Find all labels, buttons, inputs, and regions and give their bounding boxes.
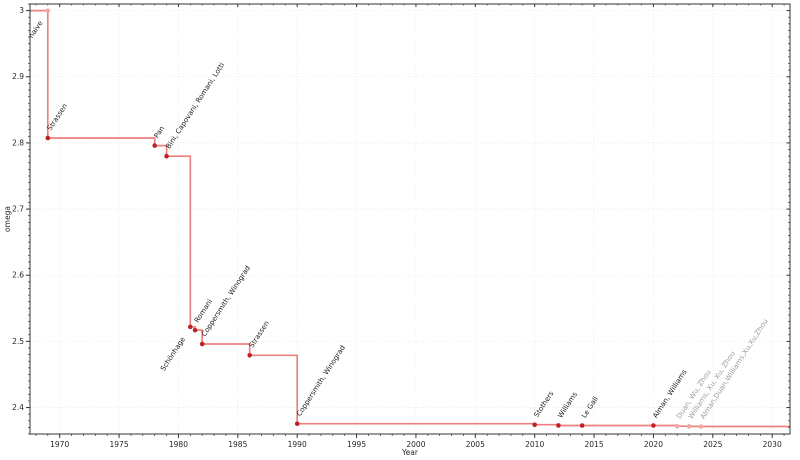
point-label: Williams: [556, 390, 579, 419]
x-tick-label: 2015: [585, 440, 604, 449]
point-label: Coppersmith, Winograd: [295, 344, 347, 418]
data-point: [294, 421, 300, 427]
omega-step-line: [30, 9, 790, 428]
point-label: Bini, Capovani, Romani, Lotti: [165, 61, 227, 150]
data-point: [674, 423, 680, 429]
point-label: Alman,Duan,Williams,Xu,Xu,Zhou: [699, 318, 770, 421]
y-tick-label: 2.9: [12, 72, 24, 81]
y-tick-label: 2.8: [12, 138, 24, 147]
x-tick-label: 2010: [525, 440, 544, 449]
data-point: [532, 422, 537, 428]
x-tick-label: 2000: [406, 440, 425, 449]
point-label: Le Gall: [580, 395, 600, 419]
x-tick-label: 1985: [228, 440, 247, 449]
y-tick-label: 2.7: [12, 204, 24, 213]
data-point: [188, 324, 193, 330]
y-tick-label: 3: [19, 6, 24, 15]
data-point: [152, 143, 157, 148]
data-point: [192, 327, 198, 333]
y-tick-label: 2.4: [12, 403, 24, 412]
x-tick-label: 1970: [50, 440, 69, 449]
point-label: Pan: [153, 125, 167, 140]
x-tick-label: 2030: [763, 440, 782, 449]
axes-spines: [29, 3, 791, 435]
data-point: [45, 8, 51, 13]
x-tick-label: 1995: [347, 440, 366, 449]
x-axis-label: Year: [401, 448, 419, 457]
y-tick-label: 2.6: [12, 271, 24, 280]
x-tick-label: 2025: [703, 440, 722, 449]
x-tick-label: 2020: [644, 440, 663, 449]
data-point: [686, 424, 692, 429]
x-tick-label: 2005: [466, 440, 485, 449]
data-point: [556, 423, 561, 428]
data-point: [45, 135, 51, 141]
x-tick-label: 1980: [169, 440, 188, 449]
x-tick-label: 1990: [288, 440, 307, 449]
plot-area: 1970 1975 1980 1985 1990 1995 2000 2005 2010 2015…: [12, 3, 791, 449]
y-axis-label: omega: [3, 206, 12, 232]
point-label: Strassen: [248, 320, 271, 350]
point-label: Strassen: [46, 102, 69, 132]
data-point: [199, 341, 205, 347]
point-label: Stothers: [533, 389, 556, 418]
data-point: [698, 424, 704, 429]
data-point: [651, 423, 656, 428]
data-point: [164, 153, 169, 159]
data-point: [247, 352, 252, 358]
point-label: Schönhage: [159, 336, 187, 373]
x-tick-label: 1975: [110, 440, 129, 449]
y-tick-label: 2.5: [12, 337, 24, 346]
data-point: [579, 423, 585, 428]
